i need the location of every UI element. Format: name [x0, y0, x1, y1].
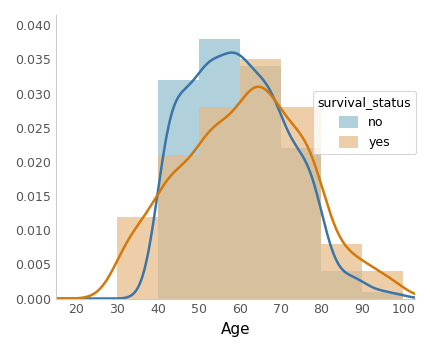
Bar: [117, 216, 158, 298]
Bar: [362, 271, 402, 298]
Bar: [158, 155, 198, 298]
Bar: [239, 59, 280, 298]
Bar: [321, 271, 362, 298]
Bar: [198, 107, 239, 298]
Bar: [362, 292, 402, 298]
Bar: [321, 244, 362, 298]
Bar: [280, 107, 321, 298]
X-axis label: Age: Age: [220, 322, 250, 337]
Bar: [280, 148, 321, 298]
Bar: [198, 39, 239, 298]
Legend: no, yes: no, yes: [312, 92, 415, 154]
Bar: [158, 80, 198, 298]
Bar: [239, 66, 280, 298]
